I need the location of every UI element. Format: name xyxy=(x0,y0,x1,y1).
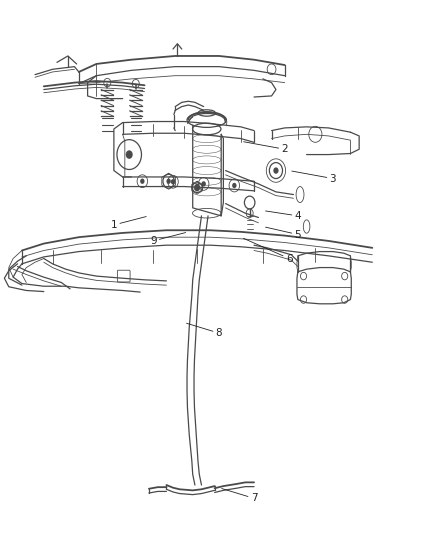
Circle shape xyxy=(232,183,237,188)
Text: 2: 2 xyxy=(244,142,288,154)
Circle shape xyxy=(140,179,145,184)
Text: 4: 4 xyxy=(265,211,301,221)
Text: 3: 3 xyxy=(292,171,336,183)
Circle shape xyxy=(201,181,206,187)
Circle shape xyxy=(194,184,200,191)
Circle shape xyxy=(273,167,279,174)
Text: 5: 5 xyxy=(265,227,301,239)
Circle shape xyxy=(126,150,133,159)
Circle shape xyxy=(171,179,175,184)
Text: 9: 9 xyxy=(150,232,186,246)
Text: 8: 8 xyxy=(187,324,223,338)
Circle shape xyxy=(166,179,171,184)
Text: 1: 1 xyxy=(110,216,146,230)
Text: 7: 7 xyxy=(222,489,258,503)
Text: 6: 6 xyxy=(244,238,293,263)
